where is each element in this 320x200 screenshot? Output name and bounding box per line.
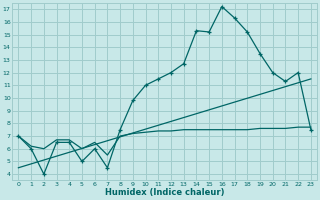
X-axis label: Humidex (Indice chaleur): Humidex (Indice chaleur)	[105, 188, 224, 197]
